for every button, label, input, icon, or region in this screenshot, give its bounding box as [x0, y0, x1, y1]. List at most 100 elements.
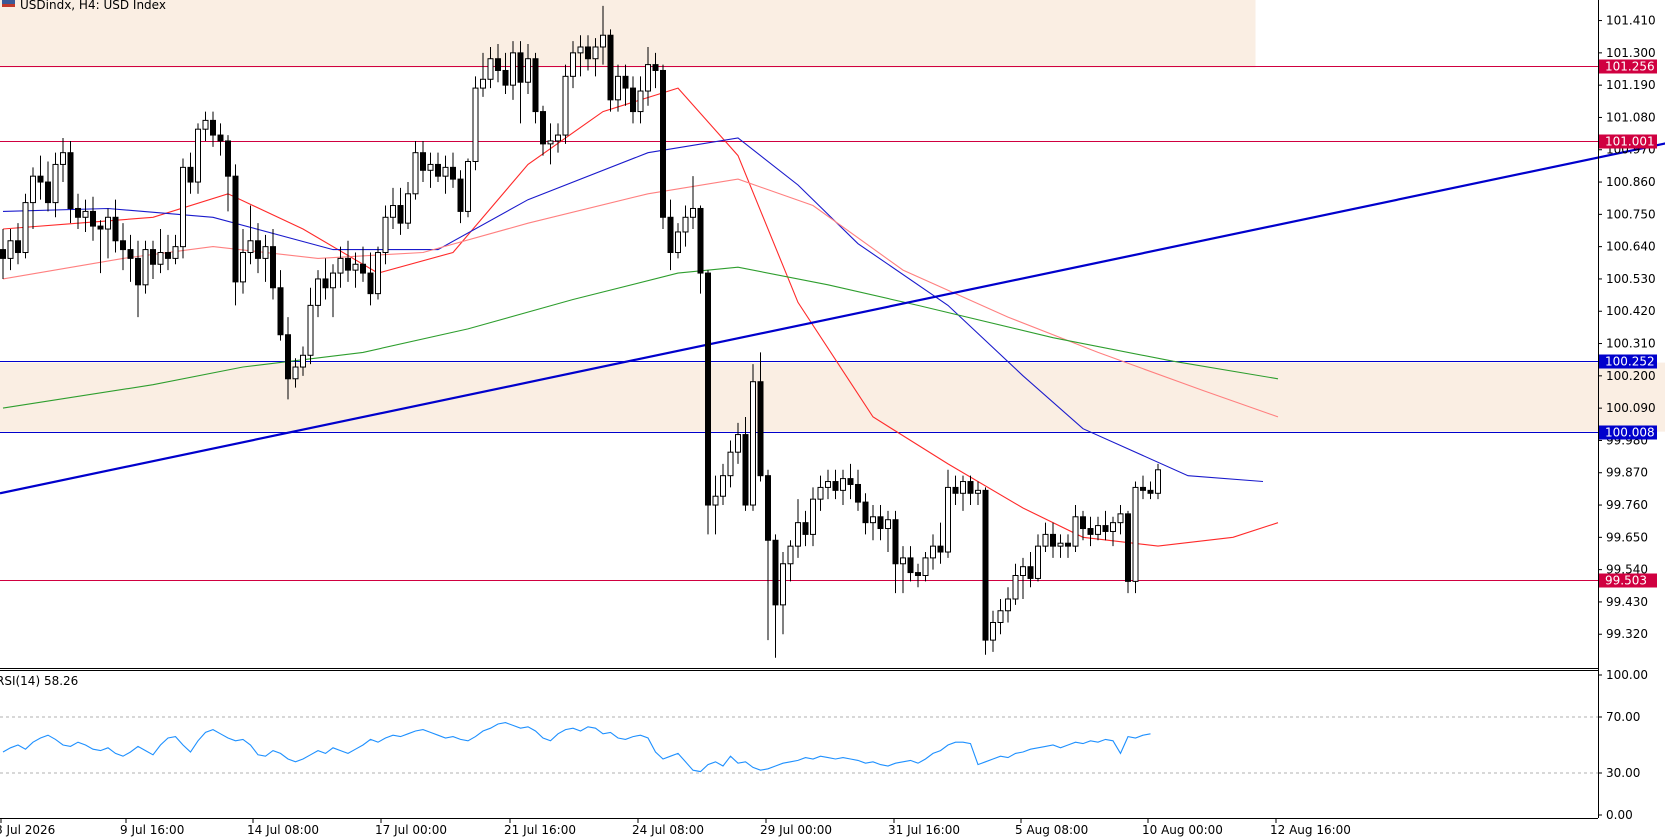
candle-121: [907, 546, 914, 582]
candle-body: [480, 78, 486, 89]
candle-115: [862, 493, 869, 535]
candle-31: [232, 164, 239, 306]
candle-body: [82, 210, 89, 218]
candle-5: [37, 155, 44, 200]
candle-79: [592, 38, 599, 77]
candle-body: [832, 481, 839, 491]
candle-body: [532, 58, 539, 113]
candle-body: [277, 287, 284, 336]
candle-60: [450, 152, 456, 188]
candle-84: [630, 76, 636, 124]
candle-body: [735, 434, 741, 453]
candle-21: [157, 229, 164, 274]
price-badges-layer: 101.256 101.001 100.252 100.008 99.503: [1599, 59, 1657, 588]
candle-122: [915, 563, 921, 588]
candle-74: [555, 123, 561, 153]
candle-102: [765, 469, 771, 641]
candle-19: [142, 240, 149, 294]
candle-109: [817, 475, 824, 511]
candle-body: [487, 58, 494, 80]
candle-body: [45, 181, 51, 204]
zone-1: [0, 362, 1665, 432]
level-badge-1: [1599, 134, 1657, 149]
candle-body: [847, 478, 854, 485]
candle-116: [870, 505, 876, 541]
candle-77: [577, 35, 584, 77]
candle-body: [660, 69, 666, 218]
candle-15: [112, 199, 119, 253]
rsi-tick-label-0: 100.00: [1606, 668, 1648, 682]
price-tick-label-17: 99.540: [1606, 563, 1648, 577]
candle-body: [255, 240, 261, 259]
price-tick-label-11: 100.200: [1606, 369, 1656, 383]
candle-body: [37, 175, 44, 183]
candle-body: [975, 489, 981, 494]
candle-149: [1117, 505, 1124, 535]
candle-120: [900, 546, 906, 594]
candle-78: [585, 35, 591, 71]
candle-97: [727, 440, 734, 488]
candle-body: [1110, 522, 1116, 532]
candle-body: [90, 210, 96, 227]
candle-body: [915, 572, 921, 577]
candle-40: [300, 346, 306, 376]
candle-body: [1057, 542, 1064, 547]
horizontal-levels-layer: [0, 66, 1598, 581]
candle-18: [135, 240, 141, 318]
candle-body: [1020, 566, 1026, 577]
price-tick-label-1: 101.300: [1606, 46, 1656, 60]
candle-body: [645, 64, 651, 92]
candle-134: [1005, 587, 1011, 623]
candle-58: [435, 152, 441, 183]
candle-body: [540, 111, 546, 145]
candle-body: [142, 249, 149, 286]
time-tick-label-1: 9 Jul 16:00: [120, 823, 184, 837]
candle-36: [270, 229, 276, 300]
candle-81: [607, 29, 614, 112]
candle-body: [15, 240, 21, 254]
candle-98: [735, 422, 741, 464]
candle-body: [397, 205, 404, 224]
candle-body: [202, 119, 209, 130]
candle-118: [885, 510, 891, 553]
candle-body: [307, 304, 314, 356]
candles-layer: [0, 5, 1161, 658]
candle-body: [757, 381, 764, 477]
candle-114: [855, 469, 861, 511]
candle-141: [1057, 534, 1064, 558]
price-tick-label-7: 100.640: [1606, 240, 1656, 254]
candle-body: [472, 87, 479, 162]
candle-11: [82, 199, 89, 232]
candle-body: [1095, 525, 1101, 535]
candle-139: [1042, 522, 1049, 553]
level-badge-label-2: 100.252: [1605, 355, 1655, 369]
candle-body: [172, 246, 179, 259]
candle-body: [990, 621, 996, 641]
candle-70: [525, 44, 531, 94]
candle-body: [30, 175, 36, 204]
candle-body: [547, 140, 554, 145]
candle-83: [622, 64, 629, 106]
candle-body: [945, 486, 951, 553]
candle-51: [382, 205, 389, 265]
time-tick-label-3: 17 Jul 00:00: [375, 823, 447, 837]
candle-146: [1095, 516, 1101, 541]
candle-0: [0, 229, 6, 279]
price-tick-label-5: 100.860: [1606, 175, 1656, 189]
candle-body: [667, 216, 674, 254]
symbol-title: USDindx, H4: USD Index: [20, 0, 166, 12]
level-badge-label-0: 101.256: [1605, 60, 1655, 74]
candle-body: [555, 134, 561, 142]
price-tick-label-12: 100.090: [1606, 401, 1656, 415]
candle-body: [270, 246, 276, 289]
candle-body: [840, 478, 846, 491]
candle-152: [1140, 475, 1146, 500]
moving-average-3: [2, 266, 1279, 409]
price-tick-label-10: 100.310: [1606, 337, 1656, 351]
candle-body: [217, 134, 224, 142]
time-tick-label-4: 21 Jul 16:00: [504, 823, 576, 837]
candle-143: [1072, 505, 1079, 553]
time-tick-label-10: 12 Aug 16:00: [1270, 823, 1351, 837]
candle-16: [120, 223, 126, 271]
